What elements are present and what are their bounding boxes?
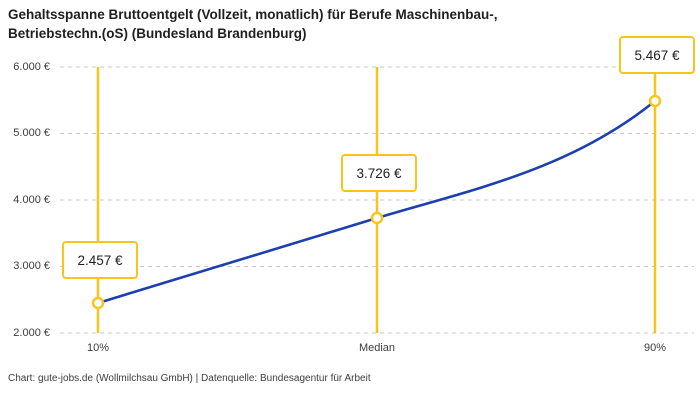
chart-credit-line: Chart: gute-jobs.de (Wollmilchsau GmbH) … [8, 373, 371, 384]
y-axis-tick-label: 2.000 € [13, 327, 50, 339]
percentile-highlight-lines [96, 67, 657, 333]
y-axis-tick-label: 6.000 € [13, 61, 50, 73]
chart-title-line-2: Betriebstechn.(oS) (Bundesland Brandenbu… [8, 26, 307, 41]
chart-title: Gehaltsspanne Bruttoentgelt (Vollzeit, m… [8, 5, 688, 43]
salary-line [96, 99, 657, 305]
value-label: 2.457 € [77, 252, 123, 268]
x-axis-tick-label: Median [358, 342, 396, 354]
data-point-marker [91, 296, 105, 310]
data-point-markers [91, 94, 662, 310]
value-label: 3.726 € [356, 165, 402, 181]
data-point-marker [648, 94, 662, 108]
x-axis-tick-label: 10% [86, 342, 110, 354]
value-label-box-10pct: 2.457 € [62, 241, 138, 279]
y-axis-tick-label: 5.000 € [13, 127, 50, 139]
value-label-box-90pct: 5.467 € [619, 36, 695, 74]
data-point-marker [370, 211, 384, 225]
chart-title-line-1: Gehaltsspanne Bruttoentgelt (Vollzeit, m… [8, 7, 498, 22]
gridlines [60, 66, 694, 334]
x-axis-tick-label: 90% [643, 342, 667, 354]
value-label: 5.467 € [634, 47, 680, 63]
value-label-box-median: 3.726 € [341, 154, 417, 192]
y-axis-tick-label: 4.000 € [13, 194, 50, 206]
y-axis-tick-label: 3.000 € [13, 260, 50, 272]
